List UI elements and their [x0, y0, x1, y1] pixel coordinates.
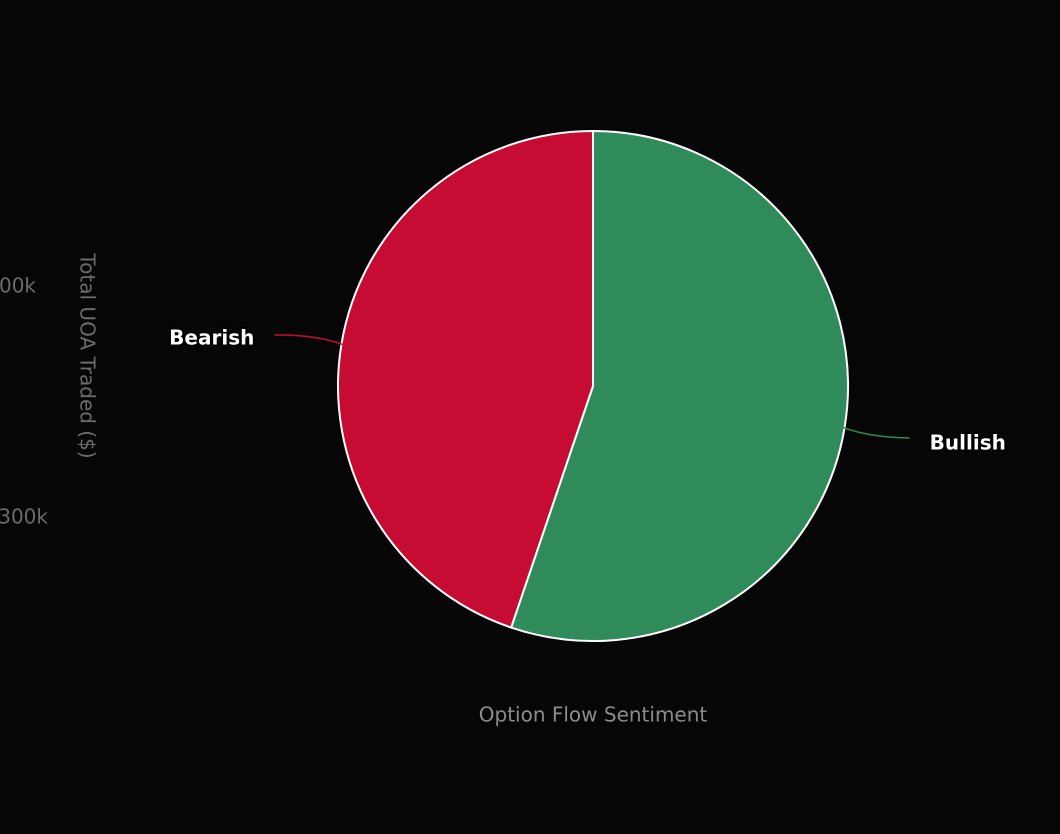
ghost-tick-label: 300k [0, 505, 48, 529]
slice-label: Bearish [169, 326, 254, 350]
leader-line [841, 426, 910, 439]
slice-label: Bullish [930, 430, 1006, 454]
ghost-tick-label: 00k [0, 274, 36, 298]
leader-line [274, 334, 345, 346]
y-axis-title: Total UOA Traded ($) [76, 252, 100, 458]
x-axis-title: Option Flow Sentiment [479, 703, 708, 727]
